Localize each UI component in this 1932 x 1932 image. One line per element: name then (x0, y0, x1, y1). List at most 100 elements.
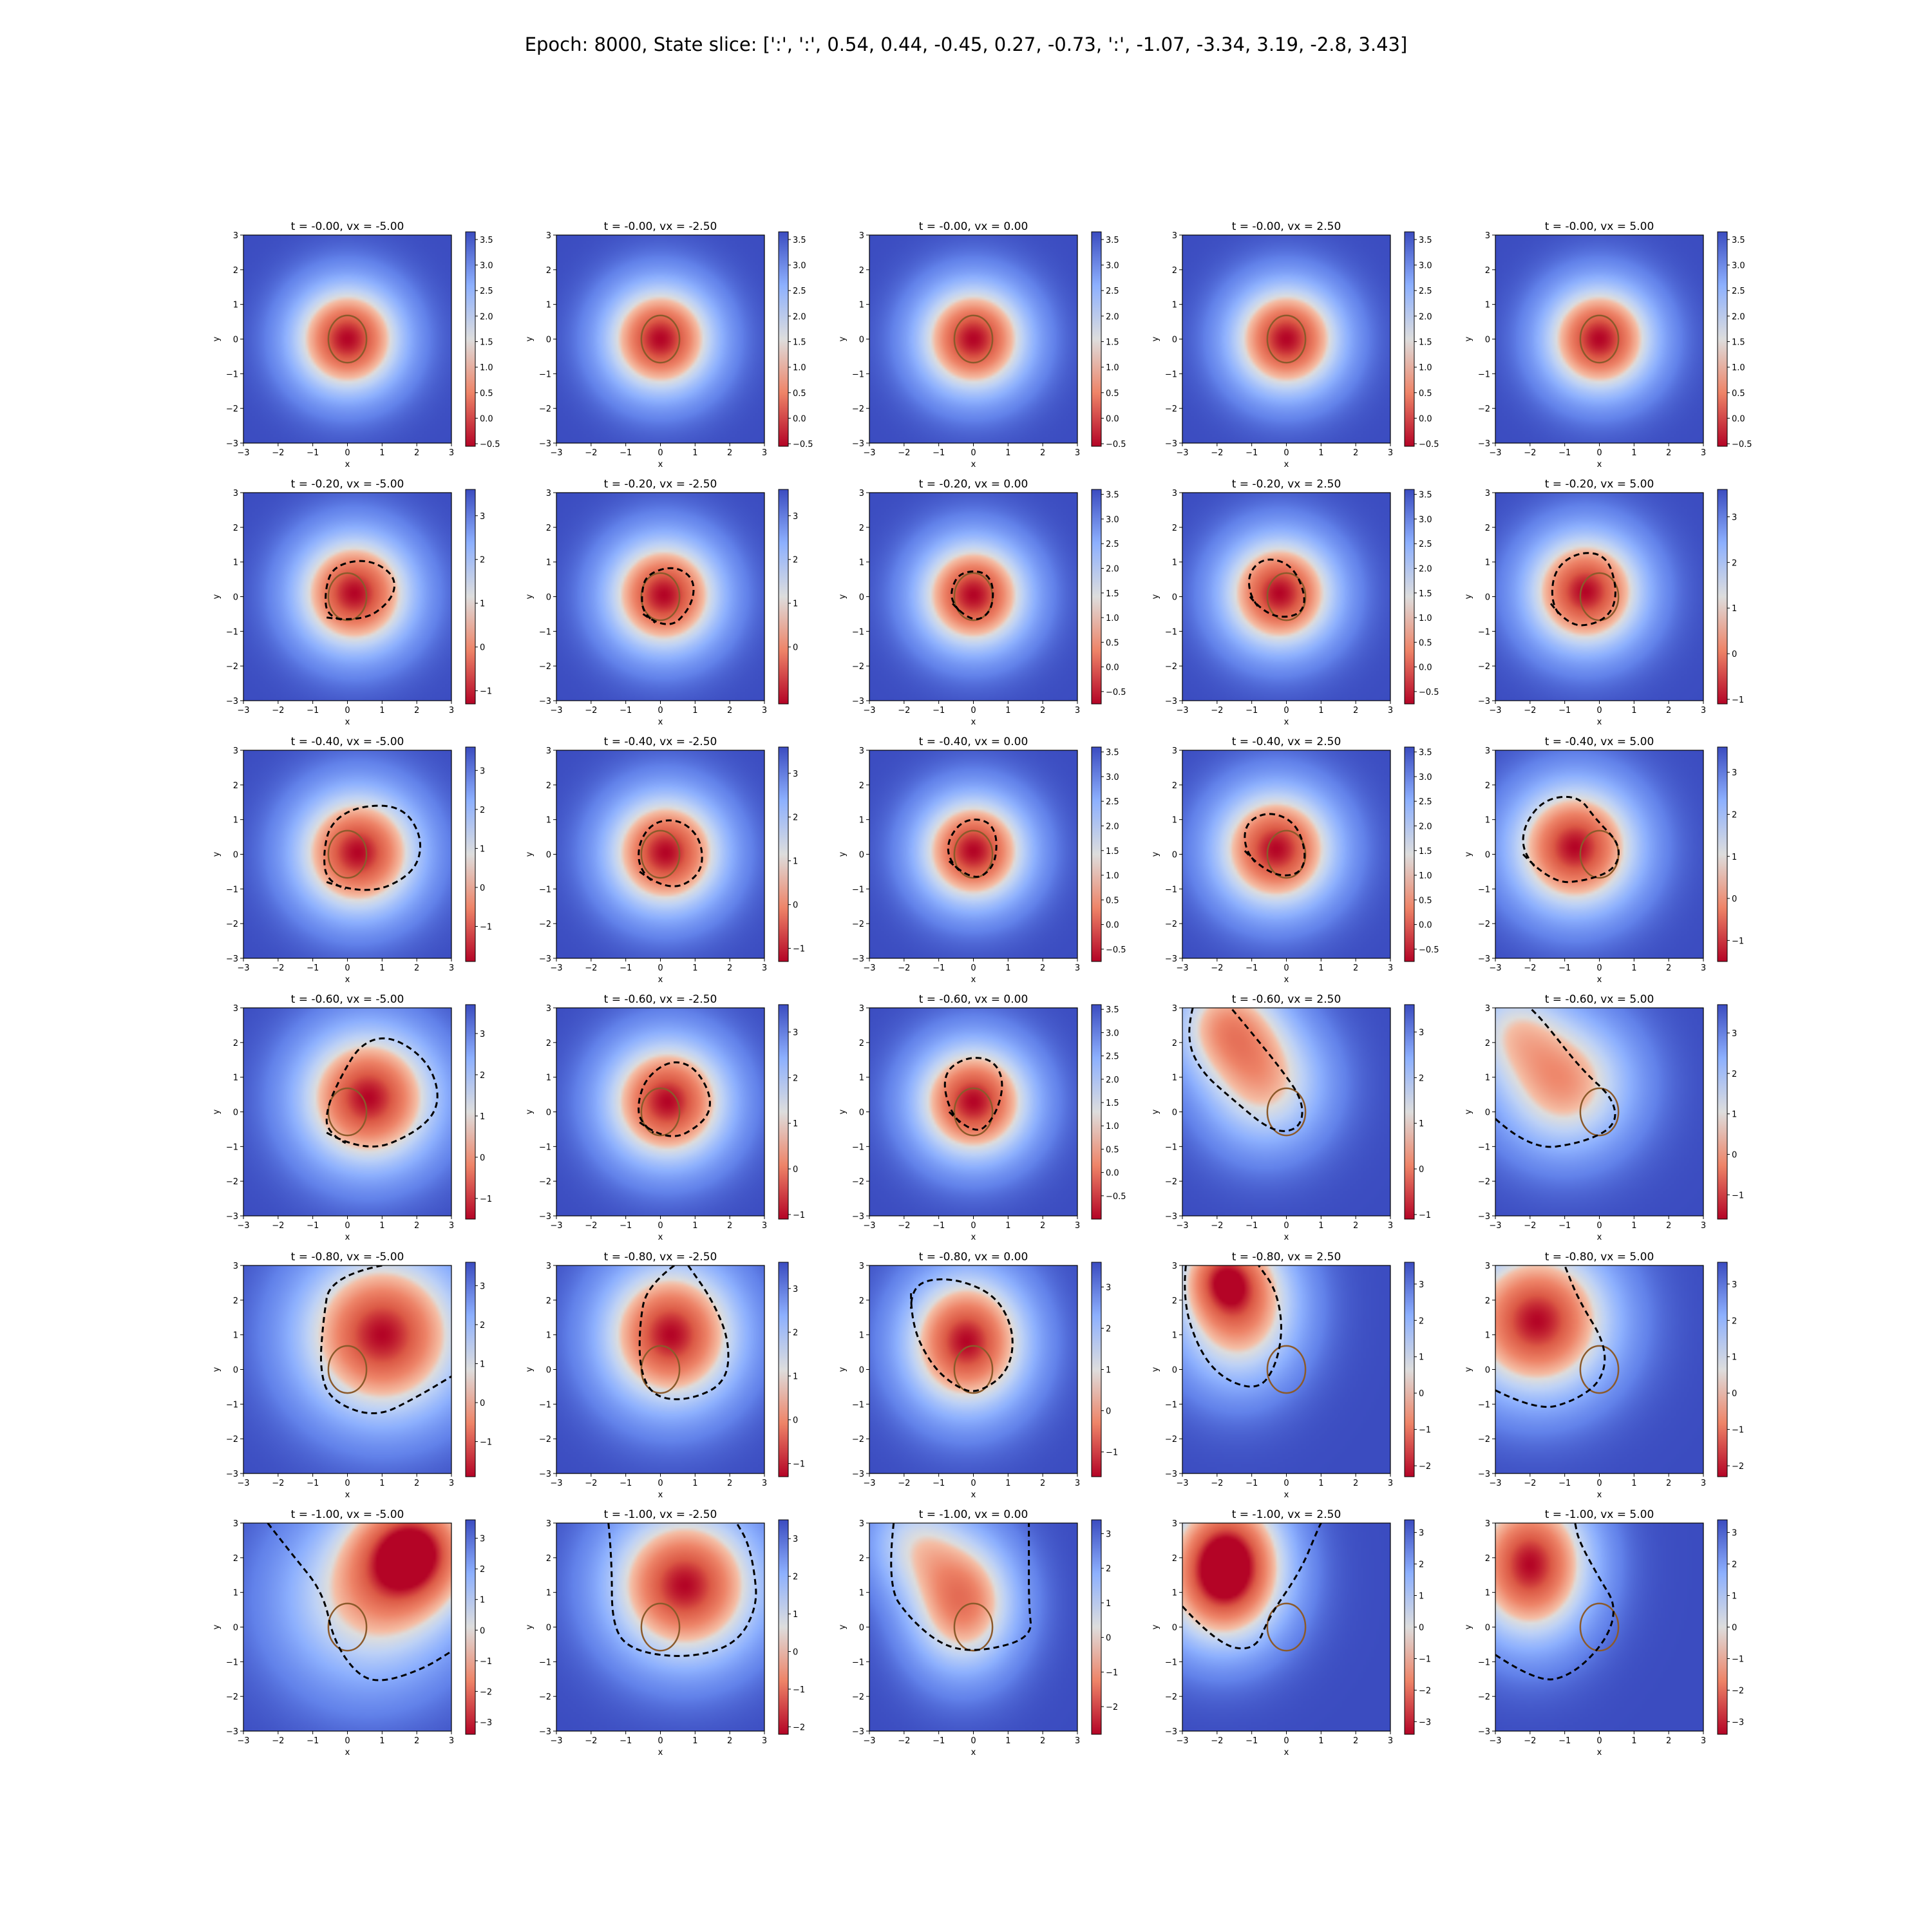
y-tick-label: −1 (226, 885, 238, 895)
colorbar-tick-label: −1 (1106, 1668, 1118, 1678)
x-axis-label: x (658, 1490, 663, 1500)
x-axis-label: x (345, 1748, 350, 1757)
x-tick-label: 1 (1005, 1221, 1010, 1231)
colorbar-tick-label: −1 (1732, 936, 1744, 946)
colorbar-tick-label: 3.0 (1106, 261, 1119, 271)
x-tick-label: 3 (762, 706, 767, 715)
colorbar-tick-label: −2 (1732, 1686, 1744, 1696)
x-tick-label: 0 (345, 1221, 350, 1231)
y-axis-label: y (1151, 1367, 1160, 1372)
x-tick-label: 1 (379, 448, 384, 458)
x-tick-label: −3 (550, 1479, 562, 1488)
subplot-5-3: t = -0.80, vx = 0.00 −3 −2 −1 0 1 2 3 x −3 −2 −1 0 1 2… (838, 1251, 1118, 1500)
colorbar-tick-label: −1 (480, 923, 492, 933)
y-tick-label: −2 (852, 1177, 864, 1187)
colorbar-tick-label: 1.0 (1106, 1122, 1119, 1132)
x-tick-label: −3 (550, 1221, 562, 1231)
y-tick-label: −1 (539, 1142, 551, 1152)
zero-level-contour (267, 1523, 451, 1681)
x-tick-label: 1 (692, 706, 697, 715)
x-tick-label: 2 (1666, 706, 1671, 715)
y-tick-label: 1 (859, 301, 864, 310)
colorbar (1091, 489, 1102, 705)
x-tick-label: 3 (1075, 1736, 1080, 1746)
y-axis-label: y (1464, 1367, 1473, 1372)
y-tick-label: −1 (1165, 370, 1177, 379)
x-tick-label: −1 (1558, 1479, 1571, 1488)
colorbar (778, 489, 789, 705)
y-tick-label: 1 (1172, 301, 1177, 310)
y-tick-label: 0 (859, 336, 864, 345)
y-axis-label: y (1151, 851, 1160, 857)
colorbar-tick-label: 1.0 (1732, 363, 1745, 373)
y-tick-label: 0 (546, 851, 551, 860)
x-tick-label: −3 (1489, 448, 1501, 458)
colorbar-tick-label: 1 (793, 600, 798, 609)
x-tick-label: −3 (863, 1479, 875, 1488)
x-tick-label: −1 (307, 1479, 319, 1488)
zero-level-contour (1244, 813, 1306, 876)
y-tick-label: −1 (1165, 885, 1177, 895)
subplot-4-4: t = -0.60, vx = 2.50 −3 −2 −1 0 1 2 3 x −3 −2 −1 0 1 2… (1151, 993, 1431, 1242)
x-tick-label: −2 (898, 963, 910, 973)
subplot-title: t = -0.20, vx = 2.50 (1232, 478, 1341, 491)
colorbar (1717, 489, 1728, 705)
target-contour (1579, 1345, 1620, 1394)
colorbar-tick-label: 0 (793, 643, 798, 653)
colorbar-tick-label: −1 (480, 1195, 492, 1204)
x-tick-label: −2 (898, 1479, 910, 1488)
colorbar-tick-label: −0.5 (480, 440, 500, 450)
target-contour (640, 314, 681, 364)
y-tick-label: 2 (546, 781, 551, 791)
y-tick-label: −2 (852, 1692, 864, 1702)
y-axis-label: y (525, 336, 535, 341)
subplot-title: t = -0.40, vx = 5.00 (1545, 735, 1654, 748)
x-tick-label: 1 (1005, 1736, 1010, 1746)
x-tick-label: 0 (971, 1736, 976, 1746)
subplot-title: t = -0.20, vx = 0.00 (919, 478, 1028, 491)
y-tick-label: 0 (1485, 593, 1490, 603)
colorbar-tick-label: 1.5 (480, 337, 493, 347)
colorbar-tick-label: −0.5 (1106, 945, 1126, 955)
y-tick-label: −2 (226, 1692, 238, 1702)
colorbar-tick-label: 0 (1732, 895, 1737, 904)
y-tick-label: 2 (233, 781, 238, 791)
y-tick-label: −1 (1165, 1400, 1177, 1410)
x-tick-label: 2 (1040, 1221, 1045, 1231)
y-tick-label: 0 (546, 1624, 551, 1633)
y-tick-label: −3 (226, 1212, 238, 1222)
y-tick-label: −1 (226, 1400, 238, 1410)
y-tick-label: 0 (859, 1624, 864, 1633)
colorbar-tick-label: −3 (480, 1718, 492, 1728)
x-tick-label: 0 (345, 706, 350, 715)
x-tick-label: −2 (272, 1736, 284, 1746)
heatmap-image (243, 1265, 451, 1473)
x-axis-label: x (971, 1748, 976, 1757)
colorbar-tick-label: 2 (1419, 1560, 1424, 1570)
x-tick-label: −1 (1245, 1736, 1258, 1746)
x-tick-label: −2 (585, 448, 597, 458)
colorbar-tick-label: 0.0 (1732, 414, 1745, 424)
subplot-title: t = -0.80, vx = 5.00 (1545, 1251, 1654, 1264)
subplot-title: t = -0.60, vx = -2.50 (604, 993, 717, 1006)
colorbar-tick-label: 3.0 (1106, 515, 1119, 525)
x-tick-label: −2 (585, 963, 597, 973)
subplot-3-3: t = -0.40, vx = 0.00 −3 −2 −1 0 1 2 3 x −3 −2 −1 0 1 2… (838, 735, 1126, 985)
x-tick-label: 3 (1075, 963, 1080, 973)
colorbar-tick-label: 1 (793, 1610, 798, 1620)
x-tick-label: 1 (692, 1479, 697, 1488)
colorbar-tick-label: −1 (1732, 1654, 1744, 1664)
x-tick-label: 1 (1631, 706, 1636, 715)
colorbar-tick-label: 1 (480, 844, 485, 854)
y-tick-label: −2 (539, 1435, 551, 1444)
colorbar-tick-label: 2 (480, 556, 485, 565)
x-tick-label: 3 (1701, 1736, 1706, 1746)
colorbar-tick-label: 2.0 (480, 312, 493, 322)
colorbar-tick-label: 3 (1732, 1529, 1737, 1539)
x-tick-label: −1 (933, 1221, 945, 1231)
x-tick-label: −3 (1176, 1736, 1188, 1746)
colorbar-tick-label: −1 (793, 1685, 805, 1695)
target-contour (640, 829, 681, 879)
subplot-title: t = -0.80, vx = 2.50 (1232, 1251, 1341, 1264)
